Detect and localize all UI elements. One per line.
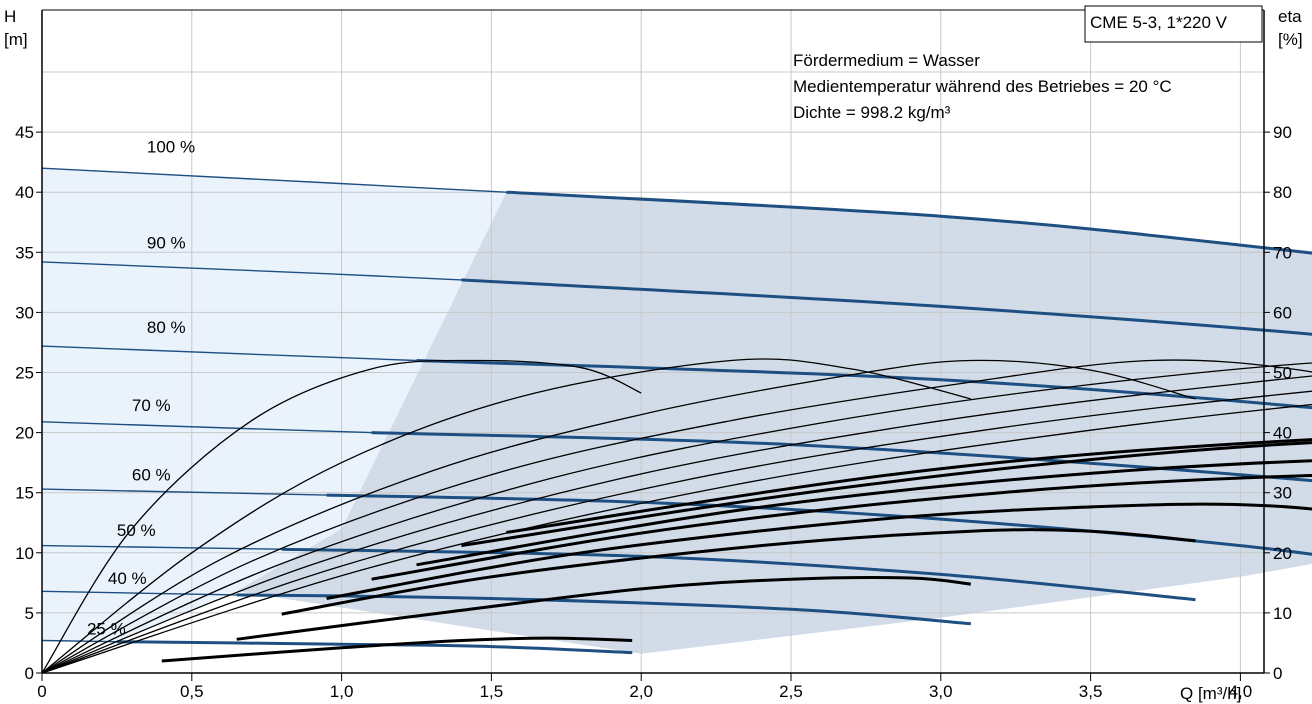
efficiency-curve-thick-4: [371, 474, 1312, 581]
x-tick-label: 2,0: [629, 682, 653, 701]
speed-curves: [41, 167, 1312, 655]
efficiency-curve-thin-6: [41, 390, 1312, 674]
y-right-tick-label: 90: [1273, 123, 1292, 142]
y-right-tick-label: 40: [1273, 424, 1292, 443]
efficiency-curve-thin-1: [41, 358, 971, 674]
efficiency-curve-thin-2: [41, 359, 1196, 674]
y-right-tick-label: 30: [1273, 484, 1292, 503]
y-left-tick-label: 40: [15, 183, 34, 202]
info-medium: Fördermedium = Wasser: [793, 51, 980, 70]
y-left-axis-unit: [m]: [4, 30, 28, 49]
speed-curve-active-1: [461, 278, 1312, 336]
x-tick-label: 1,5: [480, 682, 504, 701]
efficiency-curve-thick-1: [236, 576, 971, 641]
x-tick-label: 4,0: [1229, 682, 1253, 701]
y-left-tick-label: 15: [15, 484, 34, 503]
y-right-tick-label: 0: [1273, 664, 1282, 683]
curve-labels: 100 % 90 % 80 % 70 % 60 % 50 % 40 % 25 %: [87, 138, 195, 639]
efficiency-curve-thin-4: [41, 362, 1312, 674]
speed-curve-active-0: [506, 190, 1312, 255]
efficiency-curve-thick-0: [161, 636, 633, 663]
y-right-tick-label: 10: [1273, 604, 1292, 623]
y-left-tick-label: 35: [15, 243, 34, 262]
speed-curve-label-3: 70 %: [132, 396, 171, 415]
efficiency-curves-thick: [161, 438, 1312, 663]
y-left-tick-label: 20: [15, 424, 34, 443]
speed-curve-active-3: [371, 431, 1312, 483]
y-right-axis-unit: [%]: [1278, 30, 1303, 49]
tick-labels: 00,51,01,52,02,53,03,54,04,55,05,56,06,5…: [15, 123, 1292, 701]
speed-curve-label-0: 100 %: [147, 138, 195, 157]
efficiency-curve-thick-3: [326, 502, 1312, 600]
efficiency-curve-thick-7: [506, 438, 1312, 534]
x-tick-label: 0: [37, 682, 46, 701]
y-right-tick-label: 50: [1273, 364, 1292, 383]
y-left-tick-label: 5: [25, 604, 34, 623]
efficiency-curve-thin-3: [41, 359, 1312, 674]
chart-title: CME 5-3, 1*220 V: [1090, 13, 1228, 32]
speed-curve-active-4: [326, 493, 1312, 556]
speed-curve-active-2: [416, 359, 1312, 410]
y-right-tick-label: 60: [1273, 303, 1292, 322]
efficiency-curve-thin-0: [41, 359, 642, 674]
efficiency-curve-thick-5: [416, 459, 1312, 567]
grid-lines: [42, 10, 1264, 673]
extended-range-area: [42, 168, 507, 642]
y-left-tick-label: 30: [15, 303, 34, 322]
speed-curve-label-2: 80 %: [147, 318, 186, 337]
efficiency-curve-thin-7: [41, 403, 1312, 674]
efficiency-curve-thin-5: [41, 375, 1312, 674]
x-tick-label: 3,5: [1079, 682, 1103, 701]
y-right-axis-label: eta: [1278, 7, 1302, 26]
y-left-tick-label: 25: [15, 364, 34, 383]
y-left-tick-label: 10: [15, 544, 34, 563]
x-axis-label: Q [m³/h]: [1180, 684, 1241, 703]
y-left-tick-label: 0: [25, 664, 34, 683]
speed-curve-active-5: [281, 547, 1196, 602]
x-tick-label: 1,0: [330, 682, 354, 701]
y-right-tick-label: 80: [1273, 183, 1292, 202]
y-right-tick-label: 20: [1273, 544, 1292, 563]
y-right-tick-label: 70: [1273, 243, 1292, 262]
speed-curve-label-1: 90 %: [147, 234, 186, 253]
x-tick-label: 0,5: [180, 682, 204, 701]
title-box: [1084, 5, 1263, 43]
speed-curve-label-5: 50 %: [117, 521, 156, 540]
info-temperature: Medientemperatur während des Betriebes =…: [793, 77, 1172, 96]
y-left-axis-label: H: [4, 7, 16, 26]
efficiency-curves-thin: [41, 358, 1312, 674]
y-left-tick-label: 45: [15, 123, 34, 142]
info-density: Dichte = 998.2 kg/m³: [793, 103, 951, 122]
speed-curve-label-4: 60 %: [132, 466, 171, 485]
x-tick-label: 3,0: [929, 682, 953, 701]
axes: [36, 9, 1270, 681]
x-tick-label: 2,5: [779, 682, 803, 701]
efficiency-curve-thick-2: [281, 528, 1196, 616]
speed-curve-label-6: 40 %: [108, 569, 147, 588]
speed-curve-label-7: 25 %: [87, 620, 126, 639]
speed-curve-active-7: [116, 640, 633, 655]
efficiency-curve-thick-6: [461, 441, 1312, 548]
shaded-areas: [42, 168, 1312, 654]
